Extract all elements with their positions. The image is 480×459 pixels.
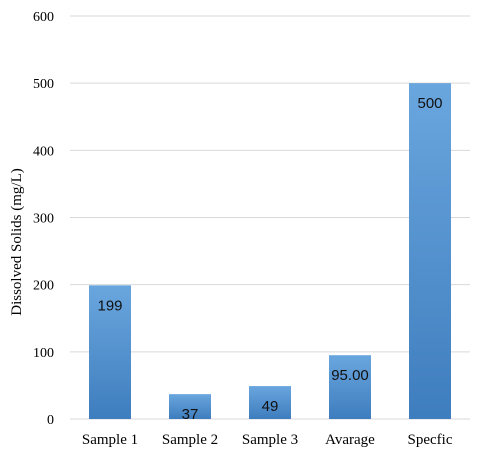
y-axis-title: Dissolved Solids (mg/L): [9, 168, 25, 316]
data-labels: 199 37 49 95.00 500: [97, 95, 442, 423]
y-tick-label: 300: [33, 212, 54, 227]
data-label: 500: [417, 95, 442, 112]
y-tick-label: 500: [33, 77, 54, 92]
x-category-label: Specfic: [408, 432, 453, 448]
data-label: 37: [182, 406, 199, 423]
gridlines: [70, 15, 470, 420]
bar: [409, 83, 451, 420]
y-tick-label: 400: [33, 144, 54, 159]
y-tick-label: 600: [33, 10, 54, 25]
bar: [329, 355, 371, 419]
data-label: 95.00: [331, 367, 369, 384]
x-category-label: Sample 2: [162, 432, 218, 448]
data-label: 199: [97, 297, 122, 314]
x-category-label: Sample 1: [82, 432, 138, 448]
y-tick-label: 200: [33, 279, 54, 294]
x-category-label: Sample 3: [242, 432, 298, 448]
bar: [169, 394, 211, 419]
bar: [249, 386, 291, 419]
x-category-label: Avarage: [325, 432, 375, 448]
y-axis-ticks: 0 100 200 300 400 500 600: [33, 10, 54, 428]
bar: [89, 285, 131, 419]
x-axis-categories: Sample 1 Sample 2 Sample 3 Avarage Specfic: [82, 432, 453, 448]
bars: [89, 83, 451, 420]
data-label: 49: [262, 398, 279, 415]
y-tick-label: 0: [47, 413, 54, 428]
y-tick-label: 100: [33, 346, 54, 361]
